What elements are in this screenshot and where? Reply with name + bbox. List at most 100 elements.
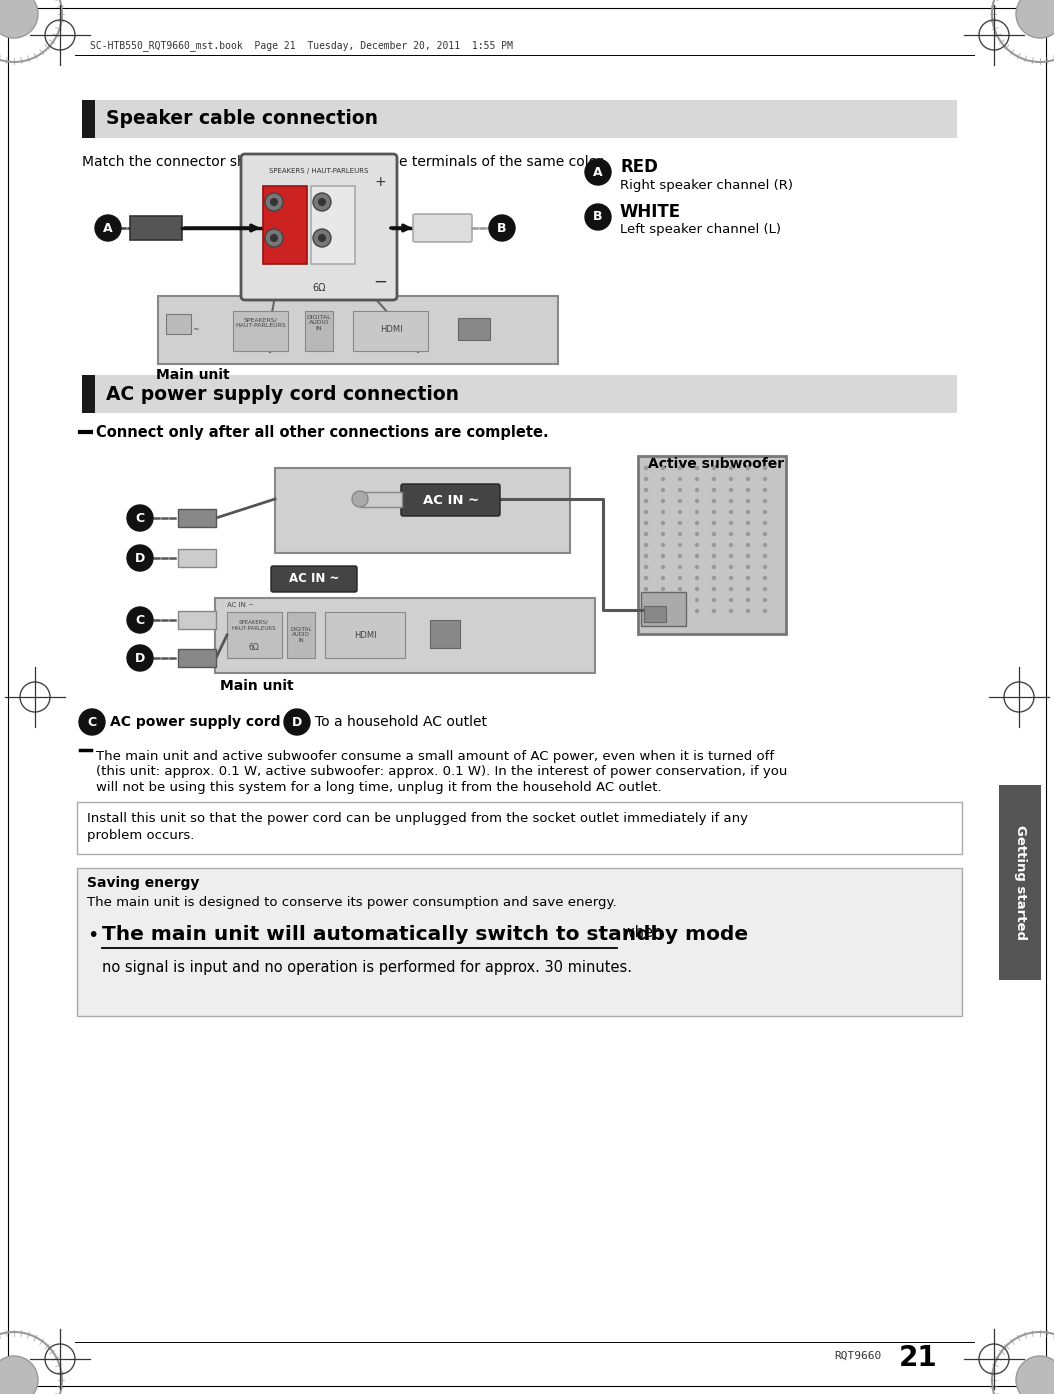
Circle shape [695,466,699,470]
Circle shape [678,576,682,580]
Text: A: A [103,222,113,234]
Circle shape [711,587,717,591]
Circle shape [763,609,767,613]
Circle shape [661,499,665,503]
Circle shape [661,598,665,602]
Circle shape [746,587,750,591]
Bar [82,375,957,413]
Circle shape [678,466,682,470]
Bar [275,468,570,553]
Circle shape [661,531,665,537]
Circle shape [728,531,734,537]
Circle shape [661,488,665,492]
Circle shape [678,477,682,481]
Circle shape [746,576,750,580]
Text: The main unit is designed to conserve its power consumption and save energy.: The main unit is designed to conserve it… [87,896,617,909]
Text: AC power supply cord connection: AC power supply cord connection [106,385,458,403]
Circle shape [728,609,734,613]
Text: SC-HTB550_RQT9660_mst.book  Page 21  Tuesday, December 20, 2011  1:55 PM: SC-HTB550_RQT9660_mst.book Page 21 Tuesd… [90,40,513,52]
Circle shape [678,510,682,514]
Circle shape [711,466,717,470]
Circle shape [746,499,750,503]
Text: Match the connector shape and connect to the terminals of the same color.: Match the connector shape and connect to… [82,155,606,169]
Bar [430,620,460,648]
Circle shape [728,576,734,580]
Circle shape [695,510,699,514]
Text: The main unit will automatically switch to standby mode: The main unit will automatically switch … [102,926,748,944]
Circle shape [711,598,717,602]
Bar [178,650,216,666]
Circle shape [763,576,767,580]
Circle shape [746,477,750,481]
Bar [305,311,333,351]
Circle shape [711,609,717,613]
Bar [165,314,191,335]
Text: Left speaker channel (L): Left speaker channel (L) [620,223,781,237]
Circle shape [728,521,734,526]
Circle shape [661,542,665,548]
Text: B: B [497,222,507,234]
Circle shape [644,598,648,602]
Circle shape [678,531,682,537]
Circle shape [728,477,734,481]
Bar [178,611,216,629]
Circle shape [644,477,648,481]
Circle shape [695,587,699,591]
Circle shape [763,488,767,492]
Text: A: A [593,166,603,178]
Circle shape [728,587,734,591]
Circle shape [644,510,648,514]
Circle shape [313,192,331,210]
Circle shape [644,531,648,537]
Circle shape [695,609,699,613]
Bar [77,802,962,855]
Circle shape [728,553,734,558]
Circle shape [644,542,648,548]
Circle shape [763,521,767,526]
Circle shape [126,505,153,531]
Circle shape [661,587,665,591]
Bar [458,318,490,340]
Circle shape [585,204,611,230]
Circle shape [644,488,648,492]
Circle shape [711,565,717,569]
Bar [82,100,95,138]
Circle shape [678,587,682,591]
Circle shape [284,710,310,735]
Circle shape [126,606,153,633]
Circle shape [695,488,699,492]
Text: HDMI: HDMI [379,326,403,335]
Bar [264,185,307,263]
Circle shape [763,531,767,537]
Text: when: when [618,926,662,940]
Text: 21: 21 [899,1344,938,1372]
Circle shape [644,587,648,591]
Circle shape [728,565,734,569]
Text: C: C [87,715,97,729]
Circle shape [711,531,717,537]
Circle shape [746,609,750,613]
Bar [638,456,786,634]
Text: will not be using this system for a long time, unplug it from the household AC o: will not be using this system for a long… [96,781,662,795]
Text: WHITE: WHITE [620,204,681,222]
Circle shape [678,609,682,613]
Circle shape [695,576,699,580]
Circle shape [711,477,717,481]
Bar [82,100,957,138]
Circle shape [95,215,121,241]
Text: DIGITAL
AUDIO
IN: DIGITAL AUDIO IN [290,627,312,643]
Bar [215,598,596,673]
Circle shape [711,499,717,503]
Circle shape [695,477,699,481]
Text: SPEAKERS/
HAUT-PARLEURS: SPEAKERS/ HAUT-PARLEURS [236,318,287,329]
Circle shape [763,510,767,514]
Circle shape [695,499,699,503]
Circle shape [711,553,717,558]
Circle shape [644,565,648,569]
Text: D: D [135,651,145,665]
Bar [130,216,182,240]
Circle shape [318,198,326,206]
Circle shape [644,466,648,470]
Circle shape [644,521,648,526]
Bar [77,868,962,1016]
